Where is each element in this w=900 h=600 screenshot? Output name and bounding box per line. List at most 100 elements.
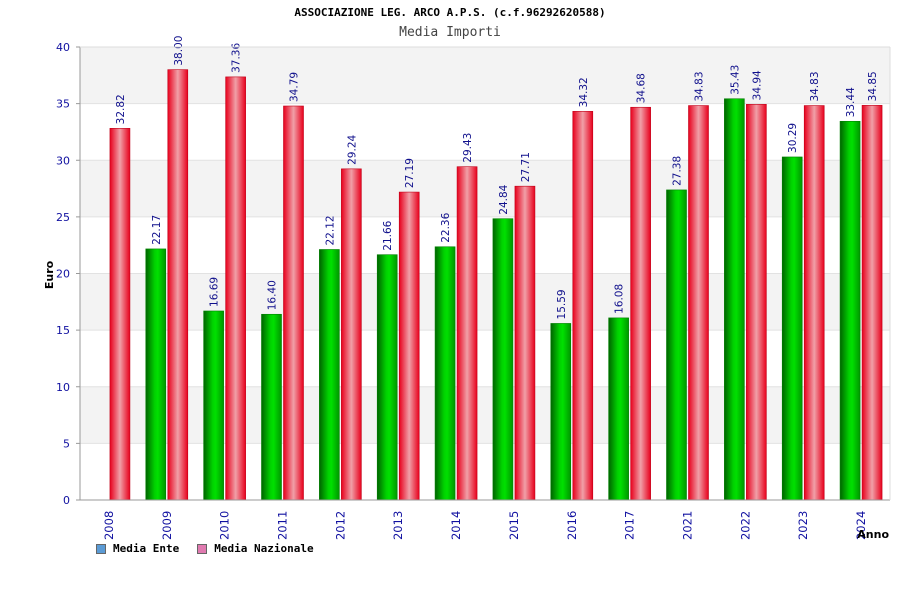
bar-media-ente (839, 120, 861, 501)
bar-media-nazionale (572, 111, 594, 501)
y-tick-label: 30 (56, 154, 70, 167)
bar-label-media-nazionale: 27.19 (404, 158, 416, 188)
chart-subtitle: Media Importi (399, 25, 501, 40)
bars (109, 69, 883, 501)
bar-media-nazionale (746, 104, 767, 501)
y-axis-label: Euro (43, 260, 56, 289)
x-tick-label: 2009 (160, 511, 174, 540)
bar-media-nazionale (514, 185, 536, 501)
bar-media-nazionale (398, 191, 420, 501)
y-tick-label: 40 (56, 41, 70, 54)
bar-media-ente (781, 156, 803, 501)
bar-media-ente (724, 98, 745, 501)
x-tick-label: 2024 (854, 511, 868, 540)
legend-swatch-media-ente (96, 543, 106, 554)
chart-title: ASSOCIAZIONE LEG. ARCO A.P.S. (c.f.96292… (294, 6, 606, 19)
bar-label-media-ente: 22.17 (151, 215, 163, 245)
plot-band (80, 160, 890, 217)
x-tick-label: 2021 (681, 511, 695, 540)
y-tick-label: 0 (63, 494, 70, 507)
plot-band (80, 273, 890, 331)
bar-media-nazionale (341, 168, 362, 501)
y-tick-label: 20 (56, 268, 70, 281)
bar-media-nazionale (861, 105, 883, 501)
legend: Media Ente Media Nazionale (96, 542, 314, 555)
bar-media-nazionale (167, 69, 189, 501)
bar-label-media-ente: 16.08 (614, 284, 626, 314)
x-tick-label: 2008 (102, 511, 116, 540)
bar-label-media-nazionale: 37.36 (231, 43, 243, 73)
legend-item-media-ente: Media Ente (96, 542, 179, 555)
plot-band (80, 47, 890, 104)
legend-label-media-ente: Media Ente (113, 542, 180, 555)
bar-label-media-nazionale: 29.43 (462, 133, 474, 163)
x-tick-label: 2014 (449, 511, 463, 540)
x-tick-label: 2017 (623, 511, 637, 540)
bar-label-media-nazionale: 34.79 (289, 72, 301, 102)
bar-media-nazionale (803, 105, 825, 501)
bar-label-media-nazionale: 34.32 (578, 77, 590, 107)
x-tick-label: 2023 (796, 511, 810, 540)
bar-media-nazionale (225, 76, 246, 501)
bar-media-nazionale (688, 105, 709, 501)
bar-media-nazionale (109, 128, 131, 501)
legend-label-media-nazionale: Media Nazionale (214, 542, 314, 555)
bar-label-media-ente: 16.40 (267, 280, 279, 310)
x-axis-label: Anno (857, 528, 889, 541)
bar-media-ente (319, 249, 340, 501)
bar-label-media-ente: 22.36 (440, 212, 452, 242)
bar-media-ente (492, 218, 514, 501)
bar-media-ente (145, 248, 167, 501)
y-tick-label: 10 (56, 381, 70, 394)
plot-band (80, 386, 890, 444)
bar-media-nazionale (283, 105, 304, 501)
bar-label-media-ente: 27.38 (672, 156, 684, 186)
x-tick-label: 2011 (276, 511, 290, 540)
x-tick-label: 2015 (507, 511, 521, 540)
bar-media-ente (203, 310, 224, 501)
bar-label-media-ente: 22.12 (324, 215, 336, 245)
bar-media-ente (608, 317, 629, 501)
bar-label-media-ente: 21.66 (382, 220, 394, 250)
bar-label-media-ente: 16.69 (209, 277, 221, 307)
bar-label-media-nazionale: 29.24 (346, 134, 358, 164)
bar-label-media-nazionale: 34.94 (751, 70, 763, 100)
bar-label-media-ente: 35.43 (729, 65, 741, 95)
bar-label-media-nazionale: 32.82 (115, 94, 127, 124)
y-tick-label: 35 (56, 98, 70, 111)
y-tick-label: 25 (56, 211, 70, 224)
x-tick-label: 2013 (391, 511, 405, 540)
y-tick-label: 15 (56, 324, 70, 337)
bar-label-media-ente: 24.84 (498, 184, 510, 214)
legend-item-media-nazionale: Media Nazionale (197, 542, 314, 555)
bar-media-ente (666, 189, 687, 501)
legend-swatch-media-nazionale (197, 543, 208, 554)
bar-label-media-ente: 30.29 (787, 123, 799, 153)
bar-media-nazionale (456, 166, 478, 501)
bar-label-media-nazionale: 27.71 (520, 152, 532, 182)
x-tick-label: 2010 (218, 511, 232, 540)
x-tick-label: 2012 (333, 511, 347, 540)
x-tick-label: 2016 (565, 511, 579, 540)
bar-media-ente (376, 254, 398, 501)
bar-label-media-nazionale: 38.00 (173, 36, 185, 66)
axes: 0 5 10 15 20 25 30 35 40 2008 2009 2010 2011 2012 2013… (56, 41, 891, 540)
bar-labels: 32.82 22.17 38.00 16.69 37.36 16.40 34.79 22.12… (115, 36, 879, 320)
bar-label-media-nazionale: 34.83 (809, 71, 821, 101)
x-tick-label: 2022 (738, 511, 752, 540)
bar-label-media-nazionale: 34.68 (636, 73, 648, 103)
bar-media-ente (434, 246, 456, 501)
plot-band (80, 330, 890, 387)
bar-label-media-nazionale: 34.85 (867, 71, 879, 101)
plot-band (80, 443, 890, 500)
bar-label-media-ente: 15.59 (556, 289, 568, 319)
plot-band (80, 216, 890, 274)
plot-band (80, 103, 890, 161)
bar-label-media-nazionale: 34.83 (694, 71, 706, 101)
bar-media-ente (550, 323, 572, 501)
y-tick-label: 5 (63, 437, 70, 450)
bar-media-nazionale (630, 106, 651, 501)
bar-media-ente (261, 313, 282, 501)
bar-label-media-ente: 33.44 (845, 87, 857, 117)
